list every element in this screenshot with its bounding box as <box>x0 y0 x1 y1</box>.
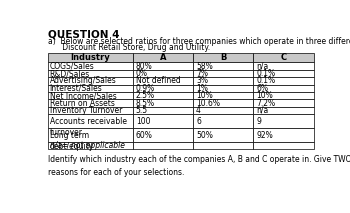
Bar <box>48 128 133 142</box>
Text: 1%: 1% <box>196 84 208 93</box>
Text: 7%: 7% <box>196 69 208 78</box>
Bar <box>193 92 253 99</box>
Text: 8.5%: 8.5% <box>136 99 155 108</box>
Bar <box>133 77 193 85</box>
Text: 10%: 10% <box>196 91 213 100</box>
Bar <box>193 128 253 142</box>
Bar <box>193 62 253 70</box>
Bar <box>48 114 133 128</box>
Text: 92%: 92% <box>256 131 273 140</box>
Text: 60%: 60% <box>136 131 153 140</box>
Bar <box>253 85 314 92</box>
Bar <box>193 77 253 85</box>
Bar <box>133 107 193 114</box>
Bar <box>253 128 314 142</box>
Bar <box>253 142 314 149</box>
Text: Advertising/Sales: Advertising/Sales <box>50 76 117 85</box>
Text: 6: 6 <box>196 117 201 126</box>
Text: 9: 9 <box>256 117 261 126</box>
Bar <box>253 107 314 114</box>
Bar <box>193 107 253 114</box>
Text: n/a= not applicable: n/a= not applicable <box>50 141 125 150</box>
Bar <box>193 114 253 128</box>
Text: Accounts receivable
turnover: Accounts receivable turnover <box>50 117 127 137</box>
Text: 0.1%: 0.1% <box>256 76 275 85</box>
Bar <box>133 128 193 142</box>
Text: 10%: 10% <box>256 91 273 100</box>
Text: a)  Below are selected ratios for three companies which operate in three differe: a) Below are selected ratios for three c… <box>48 37 350 46</box>
Bar <box>48 107 133 114</box>
Bar <box>48 99 133 107</box>
Text: reasons for each of your selections.: reasons for each of your selections. <box>48 168 184 177</box>
Text: Long term
debt/equity: Long term debt/equity <box>50 131 94 151</box>
Bar <box>193 85 253 92</box>
Text: 0%: 0% <box>136 69 148 78</box>
Text: QUESTION 4: QUESTION 4 <box>48 30 119 40</box>
Bar <box>133 142 193 149</box>
Text: C: C <box>280 53 287 62</box>
Bar <box>133 99 193 107</box>
Text: 0.9%: 0.9% <box>136 84 155 93</box>
Text: Interest/Sales: Interest/Sales <box>50 84 103 93</box>
Text: A: A <box>160 53 167 62</box>
Bar <box>133 92 193 99</box>
Bar <box>48 77 133 85</box>
Bar <box>253 53 314 62</box>
Bar <box>133 85 193 92</box>
Text: Identify which industry each of the companies A, B and C operate in. Give TWO (2: Identify which industry each of the comp… <box>48 155 350 164</box>
Bar <box>133 114 193 128</box>
Bar <box>48 92 133 99</box>
Bar <box>133 53 193 62</box>
Bar <box>48 53 133 62</box>
Text: 10.6%: 10.6% <box>196 99 220 108</box>
Text: 58%: 58% <box>196 62 213 71</box>
Text: 7.2%: 7.2% <box>256 99 275 108</box>
Text: 3%: 3% <box>196 76 208 85</box>
Text: COGS/Sales: COGS/Sales <box>50 62 94 71</box>
Bar <box>193 99 253 107</box>
Text: 4: 4 <box>196 106 201 115</box>
Text: 80%: 80% <box>136 62 153 71</box>
Text: R&D/Sales: R&D/Sales <box>50 69 90 78</box>
Bar <box>253 99 314 107</box>
Bar <box>193 53 253 62</box>
Text: Net Income/Sales: Net Income/Sales <box>50 91 117 100</box>
Bar <box>193 70 253 77</box>
Bar <box>253 92 314 99</box>
Text: B: B <box>220 53 226 62</box>
Text: 6%: 6% <box>256 84 268 93</box>
Bar <box>48 62 133 70</box>
Bar <box>48 70 133 77</box>
Bar <box>133 70 193 77</box>
Text: 100: 100 <box>136 117 150 126</box>
Text: Discount Retail Store, Drug and Utility.: Discount Retail Store, Drug and Utility. <box>48 43 210 52</box>
Text: 5.5: 5.5 <box>136 106 148 115</box>
Text: Return on Assets: Return on Assets <box>50 99 114 108</box>
Bar <box>193 142 253 149</box>
Bar <box>253 70 314 77</box>
Text: 0.1%: 0.1% <box>256 69 275 78</box>
Bar <box>253 77 314 85</box>
Text: n/a: n/a <box>256 62 268 71</box>
Text: n/a: n/a <box>256 106 268 115</box>
Bar <box>253 62 314 70</box>
Text: Industry: Industry <box>70 53 110 62</box>
Bar <box>48 85 133 92</box>
Bar <box>253 114 314 128</box>
Text: Not defined: Not defined <box>136 76 181 85</box>
Text: Inventory Turnover: Inventory Turnover <box>50 106 122 115</box>
Text: 2.5%: 2.5% <box>136 91 155 100</box>
Text: 50%: 50% <box>196 131 213 140</box>
Bar <box>48 142 133 149</box>
Bar <box>133 62 193 70</box>
